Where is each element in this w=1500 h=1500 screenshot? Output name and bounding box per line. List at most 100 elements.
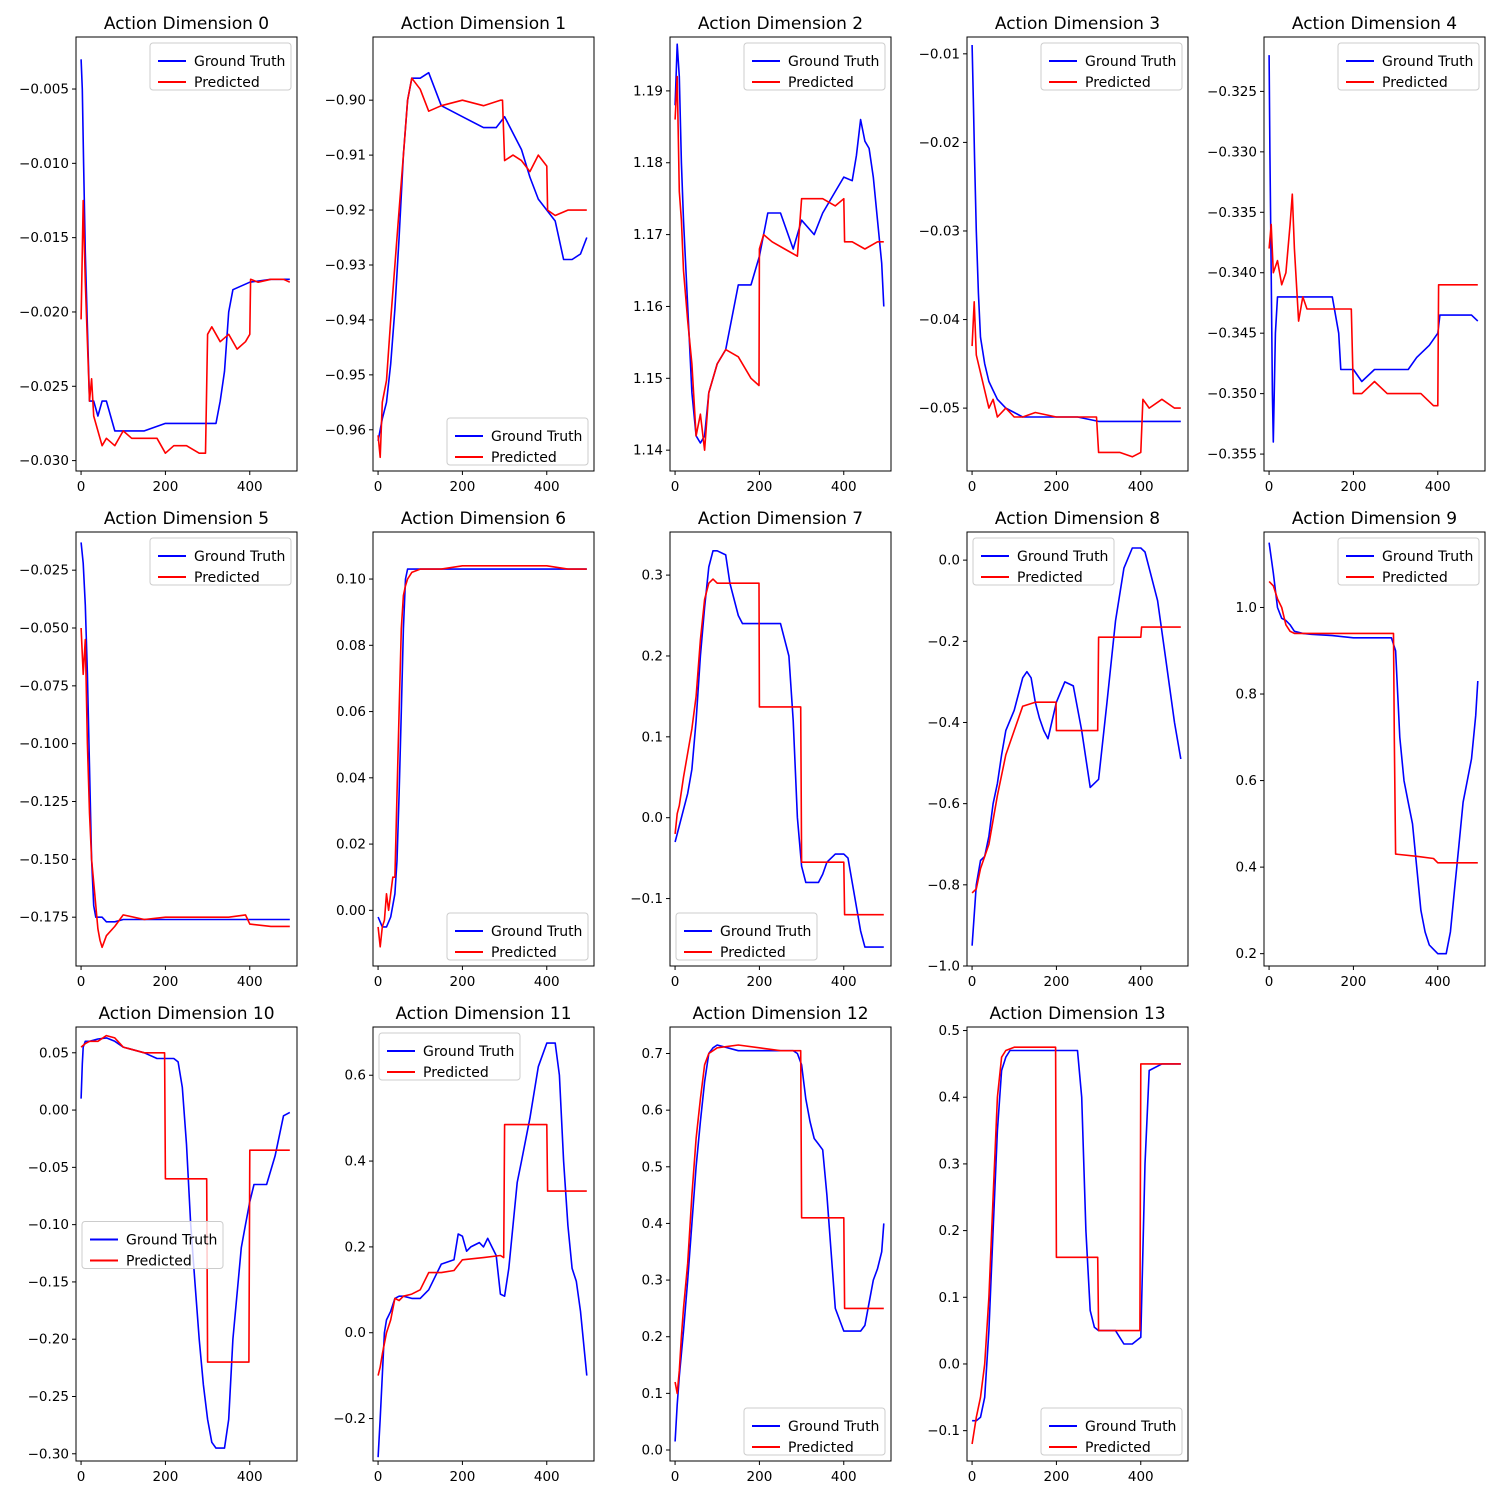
legend-label-ground-truth: Ground Truth [1382, 549, 1473, 565]
subplot-title: Action Dimension 11 [395, 1004, 571, 1024]
y-tick-label: 0.3 [642, 1273, 663, 1289]
x-tick-label: 0 [1265, 974, 1274, 990]
legend-label-predicted: Predicted [1382, 75, 1448, 91]
y-tick-label: 0.10 [336, 572, 366, 588]
series-line-predicted [80, 199, 291, 454]
y-tick-label: 0.04 [336, 770, 366, 786]
subplot-5: Action Dimension 5 0 200 400 −0.025 −0.050 −0.… [19, 509, 298, 990]
legend-box [149, 537, 292, 586]
y-tick-label: 1.15 [633, 371, 663, 387]
legend-label-predicted: Predicted [194, 75, 260, 91]
y-tick-label: 0.3 [642, 568, 663, 584]
legend-box [972, 537, 1115, 586]
axes-frame [1263, 36, 1486, 472]
y-tick-label: −0.175 [19, 910, 69, 926]
x-tick-label: 200 [1044, 479, 1070, 495]
y-tick-label: −0.125 [19, 794, 69, 810]
legend-label-ground-truth: Ground Truth [194, 54, 285, 70]
legend-label-ground-truth: Ground Truth [194, 549, 285, 565]
y-tick-label: 0.6 [642, 1103, 663, 1119]
x-tick-label: 400 [534, 479, 560, 495]
x-tick-label: 400 [1128, 974, 1154, 990]
y-tick-label: −0.94 [325, 312, 366, 328]
y-tick-label: −0.005 [19, 82, 69, 98]
y-tick-label: −0.05 [919, 401, 960, 417]
legend-label-predicted: Predicted [1382, 570, 1448, 586]
y-tick-label: −0.010 [19, 156, 69, 172]
y-tick-label: −0.150 [19, 852, 69, 868]
y-tick-label: 1.0 [1236, 600, 1257, 616]
x-tick-label: 0 [77, 479, 86, 495]
y-tick-label: −0.345 [1207, 326, 1257, 342]
x-tick-label: 200 [450, 974, 476, 990]
x-tick-label: 200 [747, 974, 773, 990]
legend-label-predicted: Predicted [788, 75, 854, 91]
axes-frame [372, 531, 595, 967]
y-tick-label: −0.20 [28, 1332, 69, 1348]
x-tick-label: 200 [1341, 974, 1367, 990]
subplot-title: Action Dimension 1 [401, 14, 566, 34]
series-line-predicted [674, 75, 884, 451]
subplot-6: Action Dimension 6 0 200 400 0.00 0.02 0.04 0.0… [336, 509, 595, 990]
x-tick-label: 200 [153, 1469, 179, 1485]
series-line-predicted [674, 1044, 884, 1395]
axes-frame [1263, 531, 1486, 967]
axes-frame [669, 36, 892, 472]
y-tick-label: −0.02 [919, 135, 960, 151]
axes-frame [669, 1026, 892, 1462]
y-tick-label: 0.0 [642, 810, 663, 826]
y-tick-label: −0.8 [927, 877, 960, 893]
y-tick-label: 0.4 [642, 1216, 663, 1232]
y-tick-label: −0.95 [325, 367, 366, 383]
series-line-ground-truth [674, 1044, 885, 1442]
y-tick-label: −0.05 [28, 1160, 69, 1176]
series-line-predicted [80, 627, 290, 949]
y-tick-label: −0.15 [28, 1274, 69, 1290]
legend-label-ground-truth: Ground Truth [491, 924, 582, 940]
series-line-ground-truth [80, 542, 290, 923]
x-tick-label: 200 [1044, 1469, 1070, 1485]
series-line-ground-truth [971, 547, 1182, 946]
x-tick-label: 400 [1425, 479, 1451, 495]
legend-label-ground-truth: Ground Truth [720, 924, 811, 940]
legend-label-ground-truth: Ground Truth [788, 54, 879, 70]
y-tick-label: 0.2 [939, 1223, 960, 1239]
y-tick-label: −0.340 [1207, 265, 1257, 281]
series-line-ground-truth [972, 1049, 1181, 1422]
subplot-13: Action Dimension 13 0 200 400 −0.1 0.0 0.1 0.2 0… [927, 1004, 1189, 1485]
series-line-predicted [377, 77, 587, 459]
legend-label-predicted: Predicted [194, 570, 260, 586]
legend-box [743, 42, 886, 91]
x-tick-label: 0 [671, 1469, 680, 1485]
series-line-predicted [377, 565, 587, 948]
subplot-title: Action Dimension 4 [1292, 14, 1457, 34]
subplot-0: Action Dimension 0 0 200 400 −0.005 −0.010 −0.… [19, 14, 298, 495]
axes-frame [669, 531, 892, 967]
x-tick-label: 200 [450, 479, 476, 495]
y-tick-label: −0.03 [919, 223, 960, 239]
y-tick-label: −0.30 [28, 1446, 69, 1462]
y-tick-label: 0.5 [642, 1159, 663, 1175]
legend: Ground Truth Predicted [675, 912, 818, 961]
legend-box [1040, 1407, 1183, 1456]
axes-frame [372, 1026, 595, 1462]
legend-label-predicted: Predicted [491, 450, 557, 466]
y-tick-label: −0.025 [19, 379, 69, 395]
series-line-predicted [377, 1123, 587, 1376]
series-line-predicted [674, 578, 884, 916]
legend: Ground Truth Predicted [446, 417, 589, 466]
legend-label-ground-truth: Ground Truth [491, 429, 582, 445]
legend-box [1040, 42, 1183, 91]
subplot-title: Action Dimension 5 [104, 509, 269, 529]
x-tick-label: 400 [1128, 479, 1154, 495]
y-tick-label: −0.330 [1207, 144, 1257, 160]
x-tick-label: 0 [374, 1469, 383, 1485]
series-line-ground-truth [377, 71, 588, 441]
x-tick-label: 400 [237, 974, 263, 990]
legend: Ground Truth Predicted [1040, 1407, 1183, 1456]
y-tick-label: −0.90 [325, 93, 366, 109]
y-tick-label: 0.05 [39, 1045, 69, 1061]
legend-label-predicted: Predicted [126, 1254, 192, 1270]
y-tick-label: 0.0 [939, 1356, 960, 1372]
x-tick-label: 400 [831, 974, 857, 990]
